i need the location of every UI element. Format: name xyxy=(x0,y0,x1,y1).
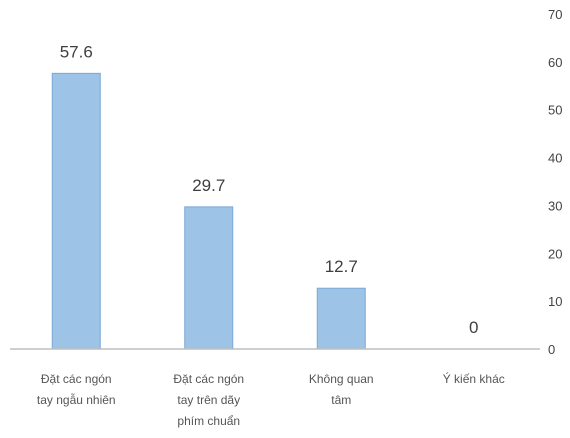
y-tick-label: 40 xyxy=(548,151,562,166)
bar xyxy=(184,206,234,350)
y-tick-label: 10 xyxy=(548,294,562,309)
bars xyxy=(51,72,366,350)
category-label: phím chuẩn xyxy=(177,414,240,428)
category-label: Không quan xyxy=(309,372,374,386)
category-label: Đặt các ngón xyxy=(173,372,244,386)
data-labels: 57.6 29.7 12.7 0 xyxy=(60,42,479,337)
data-label: 12.7 xyxy=(325,257,358,276)
y-tick-label: 60 xyxy=(548,55,562,70)
category-label: tay trên dãy xyxy=(177,393,240,407)
y-tick-label: 20 xyxy=(548,246,562,261)
data-label: 57.6 xyxy=(60,42,93,61)
y-tick-label: 30 xyxy=(548,198,562,213)
category-labels: Đặt các ngón tay ngẫu nhiên Đặt các ngón ta… xyxy=(37,371,505,428)
bar xyxy=(51,72,101,350)
data-label: 0 xyxy=(469,318,478,337)
category-label: tay ngẫu nhiên xyxy=(37,392,116,407)
category-label: tâm xyxy=(331,393,351,407)
category-label: Đặt các ngón xyxy=(41,372,112,386)
y-tick-label: 0 xyxy=(548,342,555,357)
bar xyxy=(316,287,366,350)
y-tick-label: 70 xyxy=(548,7,562,22)
data-label: 29.7 xyxy=(192,176,225,195)
category-label: Ý kiến khác xyxy=(443,371,505,386)
y-axis-ticks: 0 10 20 30 40 50 60 70 xyxy=(548,7,562,357)
y-tick-label: 50 xyxy=(548,103,562,118)
